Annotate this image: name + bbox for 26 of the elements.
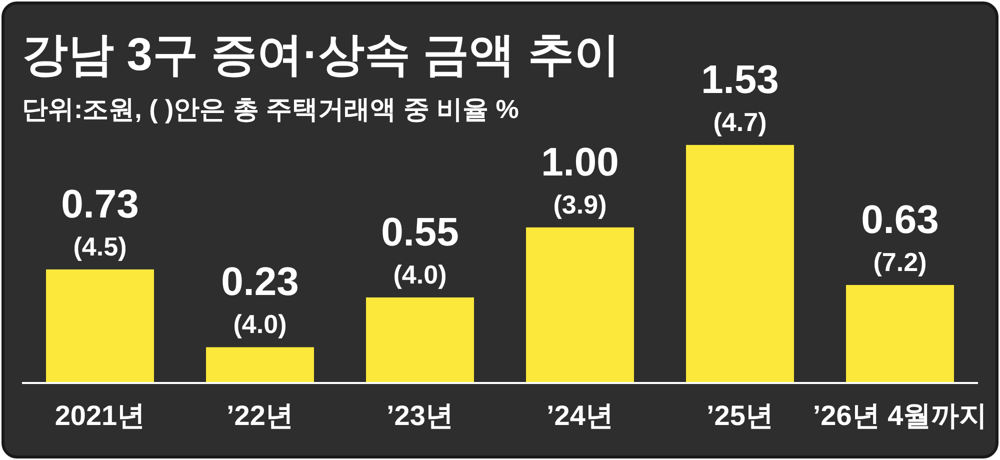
x-tick-label: ’22년 bbox=[226, 400, 294, 431]
bar bbox=[686, 144, 794, 383]
chart-subtitle: 단위:조원, ( )안은 총 주택거래액 중 비율 % bbox=[22, 94, 519, 124]
annotation: (4.0) bbox=[233, 309, 287, 340]
x-tick-label: ’23년 bbox=[386, 400, 454, 431]
data-label: 0.63 bbox=[861, 198, 939, 242]
data-label: 0.73 bbox=[61, 182, 139, 226]
annotation: (4.5) bbox=[73, 231, 127, 262]
x-tick-label: ’26년 4월까지 bbox=[812, 400, 988, 431]
chart-title: 강남 3구 증여·상속 금액 추이 bbox=[22, 28, 620, 80]
annotation: (3.9) bbox=[553, 189, 607, 220]
data-label: 1.53 bbox=[701, 58, 779, 102]
bar bbox=[206, 347, 314, 383]
data-label: 0.23 bbox=[221, 260, 299, 304]
bar bbox=[526, 227, 634, 383]
data-label: 1.00 bbox=[541, 140, 619, 184]
annotation: (7.2) bbox=[873, 246, 927, 277]
x-tick-label: ’24년 bbox=[546, 400, 614, 431]
data-label: 0.55 bbox=[381, 210, 459, 254]
bar bbox=[366, 297, 474, 383]
annotation: (4.0) bbox=[393, 259, 447, 290]
x-tick-label: ’25년 bbox=[706, 400, 774, 431]
bar bbox=[846, 284, 954, 383]
bar bbox=[46, 269, 154, 383]
annotation: (4.7) bbox=[713, 106, 767, 137]
x-tick-label: 2021년 bbox=[54, 400, 146, 431]
